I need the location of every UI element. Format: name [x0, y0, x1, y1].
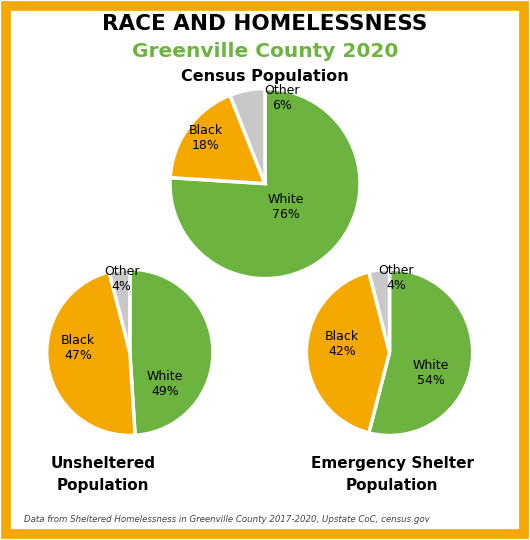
Wedge shape — [306, 272, 390, 433]
Text: Other
4%: Other 4% — [104, 265, 139, 293]
Wedge shape — [170, 89, 360, 279]
Text: White
76%: White 76% — [268, 193, 304, 221]
Text: Other
6%: Other 6% — [264, 84, 300, 112]
Text: Census Population: Census Population — [181, 69, 349, 84]
Wedge shape — [369, 269, 473, 435]
Wedge shape — [109, 269, 130, 352]
Text: Black
47%: Black 47% — [61, 334, 95, 362]
Text: Population: Population — [57, 478, 149, 493]
Wedge shape — [130, 269, 213, 435]
Text: Emergency Shelter: Emergency Shelter — [311, 456, 474, 471]
Text: Greenville County 2020: Greenville County 2020 — [132, 42, 398, 61]
Text: Black
42%: Black 42% — [325, 330, 359, 358]
Text: Population: Population — [346, 478, 438, 493]
Wedge shape — [170, 95, 265, 184]
Text: Data from Sheltered Homelessness in Greenville County 2017-2020, Upstate CoC, ce: Data from Sheltered Homelessness in Gree… — [24, 515, 430, 524]
Text: Unsheltered: Unsheltered — [51, 456, 156, 471]
Wedge shape — [47, 272, 135, 435]
Text: RACE AND HOMELESSNESS: RACE AND HOMELESSNESS — [102, 14, 428, 35]
Wedge shape — [369, 269, 390, 352]
Wedge shape — [230, 89, 265, 184]
Text: White
54%: White 54% — [413, 359, 449, 387]
Text: Black
18%: Black 18% — [189, 124, 223, 152]
Text: Other
4%: Other 4% — [378, 264, 414, 292]
Text: White
49%: White 49% — [147, 370, 183, 398]
